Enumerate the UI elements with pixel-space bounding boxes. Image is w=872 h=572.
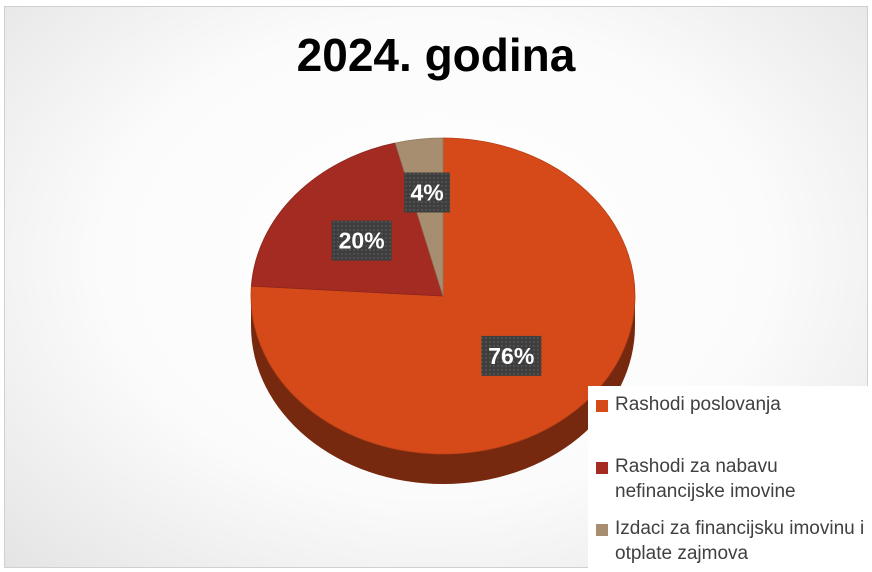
chart-title: 2024. godina bbox=[296, 29, 576, 81]
legend-item: Rashodi poslovanja bbox=[596, 392, 870, 417]
data-label: 4% bbox=[404, 172, 451, 213]
data-label-box bbox=[331, 220, 392, 261]
legend-item: Izdaci za financijsku imovinu i otplate … bbox=[596, 516, 870, 566]
legend-swatch-izdaci bbox=[596, 524, 608, 536]
legend-label: Rashodi poslovanja bbox=[615, 394, 781, 415]
legend-swatch-rashodi-poslovanja bbox=[596, 400, 608, 412]
data-label: 20% bbox=[331, 220, 392, 261]
legend-swatch-rashodi-za-nabavu bbox=[596, 462, 608, 474]
data-label-text: 4% bbox=[410, 180, 443, 206]
data-label-box bbox=[481, 335, 542, 376]
legend-item: Rashodi za nabavu nefinancijske imovine bbox=[596, 454, 870, 504]
pie-sides bbox=[251, 296, 635, 484]
data-label-text: 76% bbox=[488, 343, 534, 369]
data-label: 76% bbox=[481, 335, 542, 376]
pie-slice bbox=[250, 142, 444, 297]
legend-label: Izdaci za financijsku imovinu i otplate … bbox=[615, 518, 865, 564]
data-labels: 76% 20% 4% bbox=[331, 172, 542, 376]
legend: Rashodi poslovanja Rashodi za nabavu nef… bbox=[588, 386, 872, 572]
legend-label: Rashodi za nabavu nefinancijske imovine bbox=[615, 456, 796, 502]
data-label-text: 20% bbox=[339, 228, 385, 254]
pie-side-0 bbox=[251, 296, 635, 484]
data-label-box bbox=[404, 172, 451, 213]
